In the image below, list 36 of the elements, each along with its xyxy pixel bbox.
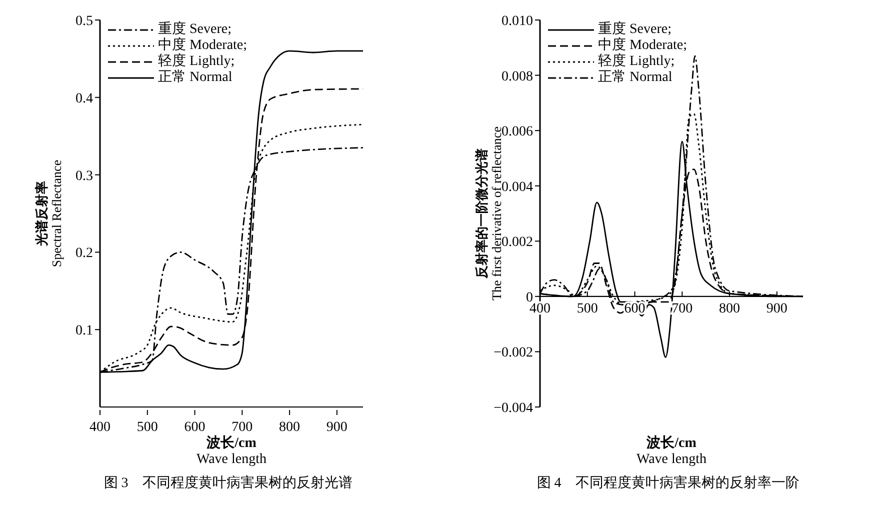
y-axis-title: 光谱反射率 Spectral Reflectance bbox=[34, 160, 64, 268]
y-tick-label: 0.008 bbox=[502, 69, 533, 84]
legend-label: 重度 Severe; bbox=[598, 22, 672, 37]
y-tick-label: 0.3 bbox=[76, 168, 93, 184]
x-tick-label: 400 bbox=[90, 420, 110, 435]
x-tick-label: 600 bbox=[184, 420, 206, 435]
x-tick-label: 500 bbox=[576, 301, 598, 316]
y-tick-label: 0.4 bbox=[76, 91, 93, 106]
y-tick-label: 0 bbox=[526, 290, 533, 306]
legend-label: 中度 Moderate; bbox=[598, 38, 688, 53]
legend-label: 轻度 Lightly; bbox=[158, 54, 235, 70]
x-tick-label: 900 bbox=[326, 420, 348, 435]
legend-label: 重度 Severe; bbox=[158, 22, 232, 37]
x-tick-label: 700 bbox=[232, 420, 253, 435]
y-tick-label: 0.006 bbox=[502, 124, 533, 140]
y-tick-label: −0.004 bbox=[494, 400, 533, 416]
y-tick-label: 0.5 bbox=[76, 14, 93, 29]
x-tick-label: 800 bbox=[719, 301, 740, 316]
x-tick-label: 900 bbox=[766, 301, 788, 316]
caption: 图 3 不同程度黄叶病害果树的反射光谱 bbox=[104, 474, 352, 492]
caption: 图 4 不同程度黄叶病害果树的反射率一阶 bbox=[536, 474, 800, 492]
legend-label: 轻度 Lightly; bbox=[598, 54, 675, 70]
y-tick-label: 0.1 bbox=[76, 324, 93, 339]
x-tick-label: 800 bbox=[279, 420, 300, 435]
y-tick-label: 0.002 bbox=[502, 235, 533, 250]
legend-label: 正常 Normal bbox=[598, 70, 672, 86]
y-tick-label: 0.2 bbox=[76, 246, 93, 262]
y-tick-label: −0.002 bbox=[494, 346, 533, 361]
legend-label: 正常 Normal bbox=[158, 70, 232, 86]
x-axis-title: 波长/cm Wave length bbox=[196, 435, 267, 467]
y-tick-label: 0.010 bbox=[502, 14, 533, 29]
x-axis-title: 波长/cm Wave length bbox=[636, 435, 707, 467]
x-tick-label: 700 bbox=[672, 301, 693, 316]
y-tick-label: 0.004 bbox=[502, 180, 533, 195]
x-tick-label: 500 bbox=[136, 420, 158, 435]
legend-label: 中度 Moderate; bbox=[158, 38, 248, 53]
